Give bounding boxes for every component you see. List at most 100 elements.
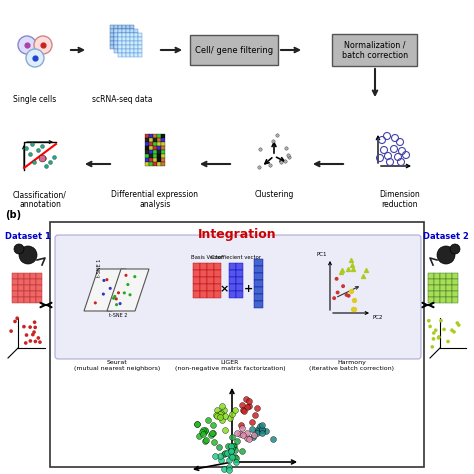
- Bar: [157, 158, 161, 162]
- Point: [333, 275, 340, 283]
- Bar: [440, 285, 446, 291]
- Bar: [214, 270, 221, 277]
- Point: [111, 292, 118, 300]
- Bar: [428, 297, 434, 303]
- Text: t-SNE 1: t-SNE 1: [98, 259, 102, 277]
- Point: [27, 323, 34, 331]
- Bar: [434, 273, 440, 279]
- Point: [199, 426, 207, 434]
- Point: [23, 331, 30, 339]
- Bar: [153, 162, 157, 166]
- Point: [339, 283, 347, 290]
- Bar: [114, 29, 118, 33]
- Point: [221, 426, 229, 434]
- Bar: [138, 45, 142, 49]
- Bar: [149, 162, 153, 166]
- Bar: [149, 158, 153, 162]
- Bar: [236, 270, 243, 277]
- Bar: [157, 146, 161, 150]
- Point: [426, 323, 434, 330]
- Bar: [207, 263, 214, 270]
- Bar: [118, 33, 122, 37]
- Bar: [428, 279, 434, 285]
- Bar: [122, 33, 126, 37]
- Bar: [452, 297, 458, 303]
- Bar: [126, 33, 130, 37]
- Point: [201, 438, 209, 445]
- Text: Harmony
(iterative batch correction): Harmony (iterative batch correction): [310, 360, 394, 371]
- Bar: [229, 277, 236, 284]
- Text: LIGER
(non-negative matrix factorization): LIGER (non-negative matrix factorization…: [175, 360, 285, 371]
- Bar: [24, 279, 30, 285]
- Point: [107, 284, 114, 292]
- Bar: [12, 279, 18, 285]
- Point: [221, 449, 228, 457]
- Bar: [145, 158, 149, 162]
- Bar: [30, 297, 36, 303]
- Text: Classification/
annotation: Classification/ annotation: [13, 190, 67, 210]
- Bar: [428, 273, 434, 279]
- Bar: [229, 284, 236, 291]
- Bar: [126, 41, 130, 45]
- Point: [428, 343, 436, 351]
- Point: [13, 314, 21, 322]
- Bar: [122, 49, 126, 53]
- Bar: [134, 41, 138, 45]
- Bar: [145, 146, 149, 150]
- Bar: [24, 285, 30, 291]
- Point: [253, 429, 260, 437]
- Point: [31, 319, 38, 326]
- Bar: [130, 45, 134, 49]
- Point: [255, 428, 262, 435]
- Bar: [118, 45, 122, 49]
- Point: [40, 154, 48, 162]
- Point: [248, 419, 256, 426]
- Bar: [114, 29, 118, 33]
- Bar: [157, 150, 161, 154]
- Bar: [122, 25, 126, 29]
- Bar: [207, 270, 214, 277]
- Bar: [130, 29, 134, 33]
- Point: [238, 425, 246, 432]
- Point: [236, 430, 244, 438]
- Bar: [118, 29, 122, 33]
- Point: [115, 289, 122, 297]
- Point: [20, 323, 28, 330]
- Point: [227, 442, 235, 450]
- Bar: [161, 142, 165, 146]
- FancyBboxPatch shape: [55, 235, 421, 359]
- Circle shape: [34, 36, 52, 54]
- Bar: [130, 41, 134, 45]
- Bar: [428, 285, 434, 291]
- Bar: [114, 25, 118, 29]
- Point: [199, 430, 207, 438]
- Point: [238, 401, 246, 409]
- Bar: [145, 134, 149, 138]
- Point: [248, 425, 255, 432]
- Point: [330, 294, 338, 302]
- Point: [349, 305, 357, 312]
- Text: Dataset 1: Dataset 1: [5, 232, 51, 241]
- Bar: [110, 33, 114, 37]
- Point: [210, 438, 218, 446]
- Point: [450, 328, 458, 336]
- Bar: [134, 33, 138, 37]
- Point: [112, 295, 120, 303]
- Bar: [161, 146, 165, 150]
- Bar: [153, 154, 157, 158]
- Point: [334, 289, 341, 296]
- Point: [39, 41, 47, 49]
- Bar: [200, 263, 207, 270]
- Text: Integration: Integration: [198, 228, 276, 241]
- Bar: [118, 37, 122, 41]
- Bar: [145, 138, 149, 142]
- Point: [228, 434, 236, 441]
- Bar: [118, 25, 122, 29]
- Text: Seurat
(mutual nearest neighbors): Seurat (mutual nearest neighbors): [74, 360, 160, 371]
- Bar: [157, 142, 161, 146]
- Bar: [153, 146, 157, 150]
- Bar: [138, 53, 142, 57]
- Point: [204, 416, 212, 423]
- Bar: [434, 297, 440, 303]
- Point: [238, 448, 246, 456]
